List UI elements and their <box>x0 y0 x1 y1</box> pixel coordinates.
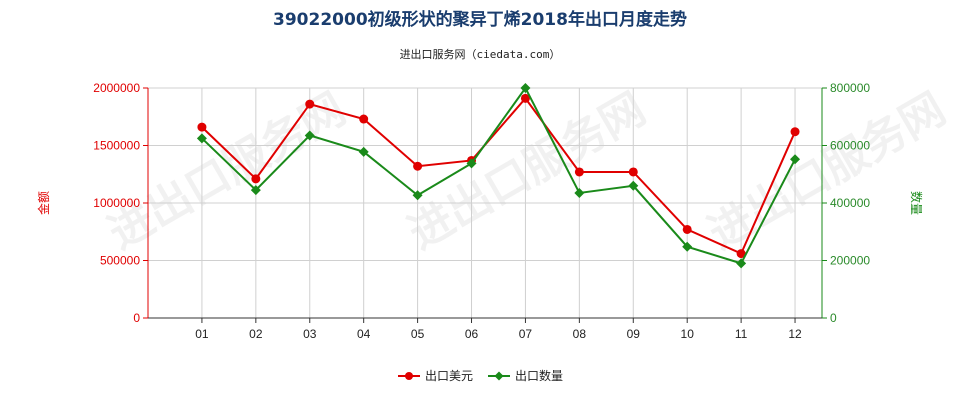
x-tick-label: 05 <box>411 327 425 341</box>
data-point-qty[interactable] <box>736 258 747 269</box>
x-tick-label: 12 <box>788 327 802 341</box>
y-left-tick-label: 1000000 <box>93 196 140 210</box>
data-point-usd[interactable] <box>413 161 423 171</box>
y-right-tick-label: 800000 <box>830 81 870 95</box>
y-right-tick-label: 600000 <box>830 139 870 153</box>
y-left-tick-label: 1500000 <box>93 139 140 153</box>
data-point-qty[interactable] <box>574 187 585 198</box>
legend-marker-qty <box>494 371 504 381</box>
series-line-qty <box>201 86 796 265</box>
series-line-usd <box>201 96 796 255</box>
x-tick-label: 03 <box>303 327 317 341</box>
series-group <box>196 83 801 269</box>
x-tick-label: 06 <box>465 327 479 341</box>
data-point-usd[interactable] <box>359 114 369 124</box>
legend-label-qty[interactable]: 出口数量 <box>515 368 563 383</box>
ticks: 0 500000 1000000 1500000 2000000 0 200000 40000… <box>93 81 870 341</box>
data-point-usd[interactable] <box>305 99 315 109</box>
data-point-qty[interactable] <box>628 180 639 191</box>
data-point-qty[interactable] <box>412 190 423 201</box>
data-point-qty[interactable] <box>520 83 531 93</box>
data-point-usd[interactable] <box>682 224 692 234</box>
legend[interactable]: 出口美元 出口数量 <box>398 368 563 383</box>
legend-marker-usd <box>405 372 413 380</box>
data-point-usd[interactable] <box>628 167 638 177</box>
data-point-usd[interactable] <box>790 127 800 137</box>
y-left-tick-label: 0 <box>133 311 140 325</box>
data-point-qty[interactable] <box>466 158 477 169</box>
data-point-usd[interactable] <box>736 249 746 259</box>
grid <box>148 87 822 319</box>
x-tick-label: 07 <box>519 327 533 341</box>
chart-title: 39022000初级形状的聚异丁烯2018年出口月度走势 <box>273 9 687 30</box>
y-right-tick-label: 200000 <box>830 254 870 268</box>
data-point-qty[interactable] <box>790 154 801 165</box>
watermarks: 进出口服务网 进出口服务网 进出口服务网 <box>100 83 954 259</box>
data-point-qty[interactable] <box>250 185 261 196</box>
data-point-qty[interactable] <box>304 130 315 141</box>
watermark-text: 进出口服务网 <box>100 83 354 259</box>
data-point-qty[interactable] <box>682 241 693 252</box>
chart-subtitle: 进出口服务网（ciedata.com） <box>400 47 561 61</box>
x-tick-label: 01 <box>195 327 209 341</box>
y-axis-right-label: 数量 <box>909 191 924 215</box>
watermark-text: 进出口服务网 <box>700 83 954 259</box>
x-tick-label: 02 <box>249 327 263 341</box>
x-tick-label: 09 <box>627 327 641 341</box>
data-point-usd[interactable] <box>574 167 584 177</box>
data-point-usd[interactable] <box>251 174 261 184</box>
y-left-tick-label: 500000 <box>100 254 140 268</box>
y-left-tick-label: 2000000 <box>93 81 140 95</box>
y-right-tick-label: 0 <box>830 311 837 325</box>
data-point-qty[interactable] <box>196 133 207 144</box>
legend-label-usd[interactable]: 出口美元 <box>425 369 473 383</box>
data-point-qty[interactable] <box>358 146 369 157</box>
data-point-usd[interactable] <box>197 122 207 132</box>
x-tick-label: 10 <box>681 327 695 341</box>
x-tick-label: 04 <box>357 327 371 341</box>
x-tick-label: 11 <box>735 327 748 341</box>
data-point-usd[interactable] <box>520 93 530 103</box>
y-right-tick-label: 400000 <box>830 196 870 210</box>
x-tick-label: 08 <box>573 327 587 341</box>
y-axis-left-label: 金额 <box>36 191 51 215</box>
